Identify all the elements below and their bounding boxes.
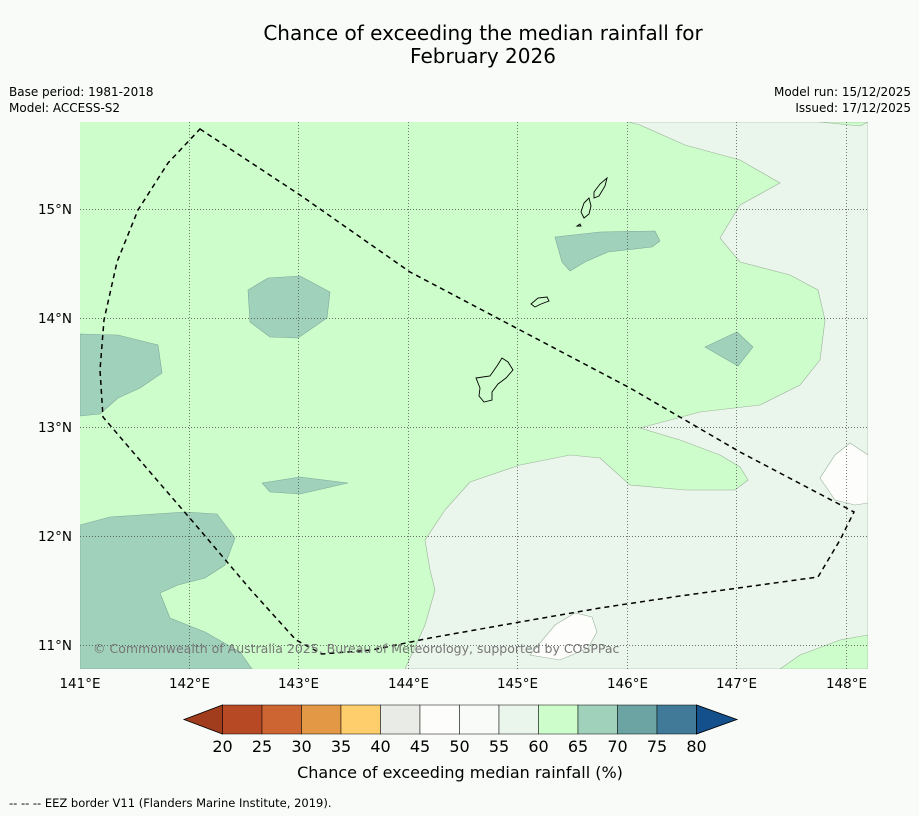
zone-65-70-strip: [261, 476, 349, 495]
island-aguijan: [575, 223, 582, 227]
colorbar: 20 25 30 35 40 45 50 55 60 65 70 75 80: [182, 704, 739, 756]
island-rota: [530, 296, 550, 308]
lat-tick-label: 13°N: [38, 420, 72, 436]
zone-50-55-east: [819, 442, 868, 506]
colorbar-tick-label: 30: [291, 737, 311, 756]
colorbar-segment: [656, 704, 697, 735]
zone-65-70-northeast: [554, 230, 661, 272]
zone-60-65-northeast: [817, 122, 868, 127]
zone-50-55-south: [529, 612, 598, 661]
lon-tick-label: 144°E: [388, 676, 429, 692]
colorbar-tick-label: 75: [647, 737, 667, 756]
map-title-line1: Chance of exceeding the median rainfall …: [263, 21, 703, 45]
lat-tick-label: 14°N: [38, 311, 72, 327]
colorbar-tick-label: 65: [568, 737, 588, 756]
colorbar-segment: [577, 704, 618, 735]
base-period: Base period: 1981-2018: [9, 85, 154, 99]
zone-55-60-east: [404, 122, 868, 669]
lon-tick-labels: 141°E 142°E 143°E 144°E 145°E 146°E 147°…: [59, 676, 867, 692]
meta-left: Base period: 1981-2018 Model: ACCESS-S2: [9, 84, 154, 116]
graticule: [80, 122, 868, 669]
colorbar-segment: [538, 704, 579, 735]
colorbar-segment: [617, 704, 658, 735]
island-guam: [475, 357, 514, 403]
colorbar-segment: [340, 704, 381, 735]
colorbar-label: Chance of exceeding median rainfall (%): [297, 763, 623, 782]
colorbar-arrow-high: [696, 704, 739, 735]
colorbar-tick-label: 45: [410, 737, 430, 756]
colorbar-tick-label: 50: [449, 737, 469, 756]
lon-tick-label: 147°E: [716, 676, 757, 692]
colorbar-tick-label: 20: [212, 737, 232, 756]
copyright-text: © Commonwealth of Australia 2025, Bureau…: [93, 641, 619, 656]
colorbar-tick-label: 25: [252, 737, 272, 756]
island-saipan: [593, 176, 608, 199]
lat-tick-label: 15°N: [38, 202, 72, 218]
colorbar-tick-label: 80: [686, 737, 706, 756]
colorbar-tick-label: 35: [331, 737, 351, 756]
zone-65-70-east: [704, 331, 754, 367]
model-name: Model: ACCESS-S2: [9, 101, 121, 115]
lon-tick-label: 145°E: [497, 676, 538, 692]
lon-tick-label: 148°E: [826, 676, 867, 692]
colorbar-segment: [380, 704, 421, 735]
zone-65-70-southwest: [80, 511, 253, 669]
colorbar-segment: [261, 704, 302, 735]
zone-60-65-southeast: [779, 634, 868, 669]
colorbar-segment: [301, 704, 342, 735]
colorbar-tick-label: 55: [489, 737, 509, 756]
colorbar-segment: [459, 704, 500, 735]
meta-right: Model run: 15/12/2025 Issued: 17/12/2025: [774, 84, 911, 116]
lat-tick-label: 12°N: [38, 529, 72, 545]
lat-tick-label: 11°N: [38, 638, 72, 654]
lon-tick-label: 146°E: [607, 676, 648, 692]
issued-date: Issued: 17/12/2025: [795, 101, 911, 115]
colorbar-segment: [419, 704, 460, 735]
lon-tick-label: 142°E: [169, 676, 210, 692]
colorbar-tick-label: 40: [370, 737, 390, 756]
model-run: Model run: 15/12/2025: [773, 85, 911, 99]
eez-border: [99, 128, 855, 655]
colorbar-segment: [498, 704, 539, 735]
footnote: -- -- -- EEZ border V11 (Flanders Marine…: [9, 796, 332, 810]
lat-tick-labels: 15°N 14°N 13°N 12°N 11°N: [38, 202, 72, 654]
islands: [475, 176, 608, 403]
colorbar-segment: [222, 704, 263, 735]
map-area: © Commonwealth of Australia 2025, Bureau…: [80, 122, 868, 669]
zone-65-70-center: [247, 275, 331, 339]
map-title-line2: February 2026: [410, 44, 556, 68]
lon-tick-label: 141°E: [59, 676, 100, 692]
colorbar-arrow-low: [182, 704, 223, 735]
colorbar-tick-label: 70: [607, 737, 627, 756]
lon-tick-label: 143°E: [278, 676, 319, 692]
colorbar-tick-label: 60: [528, 737, 548, 756]
island-tinian: [580, 197, 592, 219]
map-title: Chance of exceeding the median rainfall …: [0, 22, 919, 68]
